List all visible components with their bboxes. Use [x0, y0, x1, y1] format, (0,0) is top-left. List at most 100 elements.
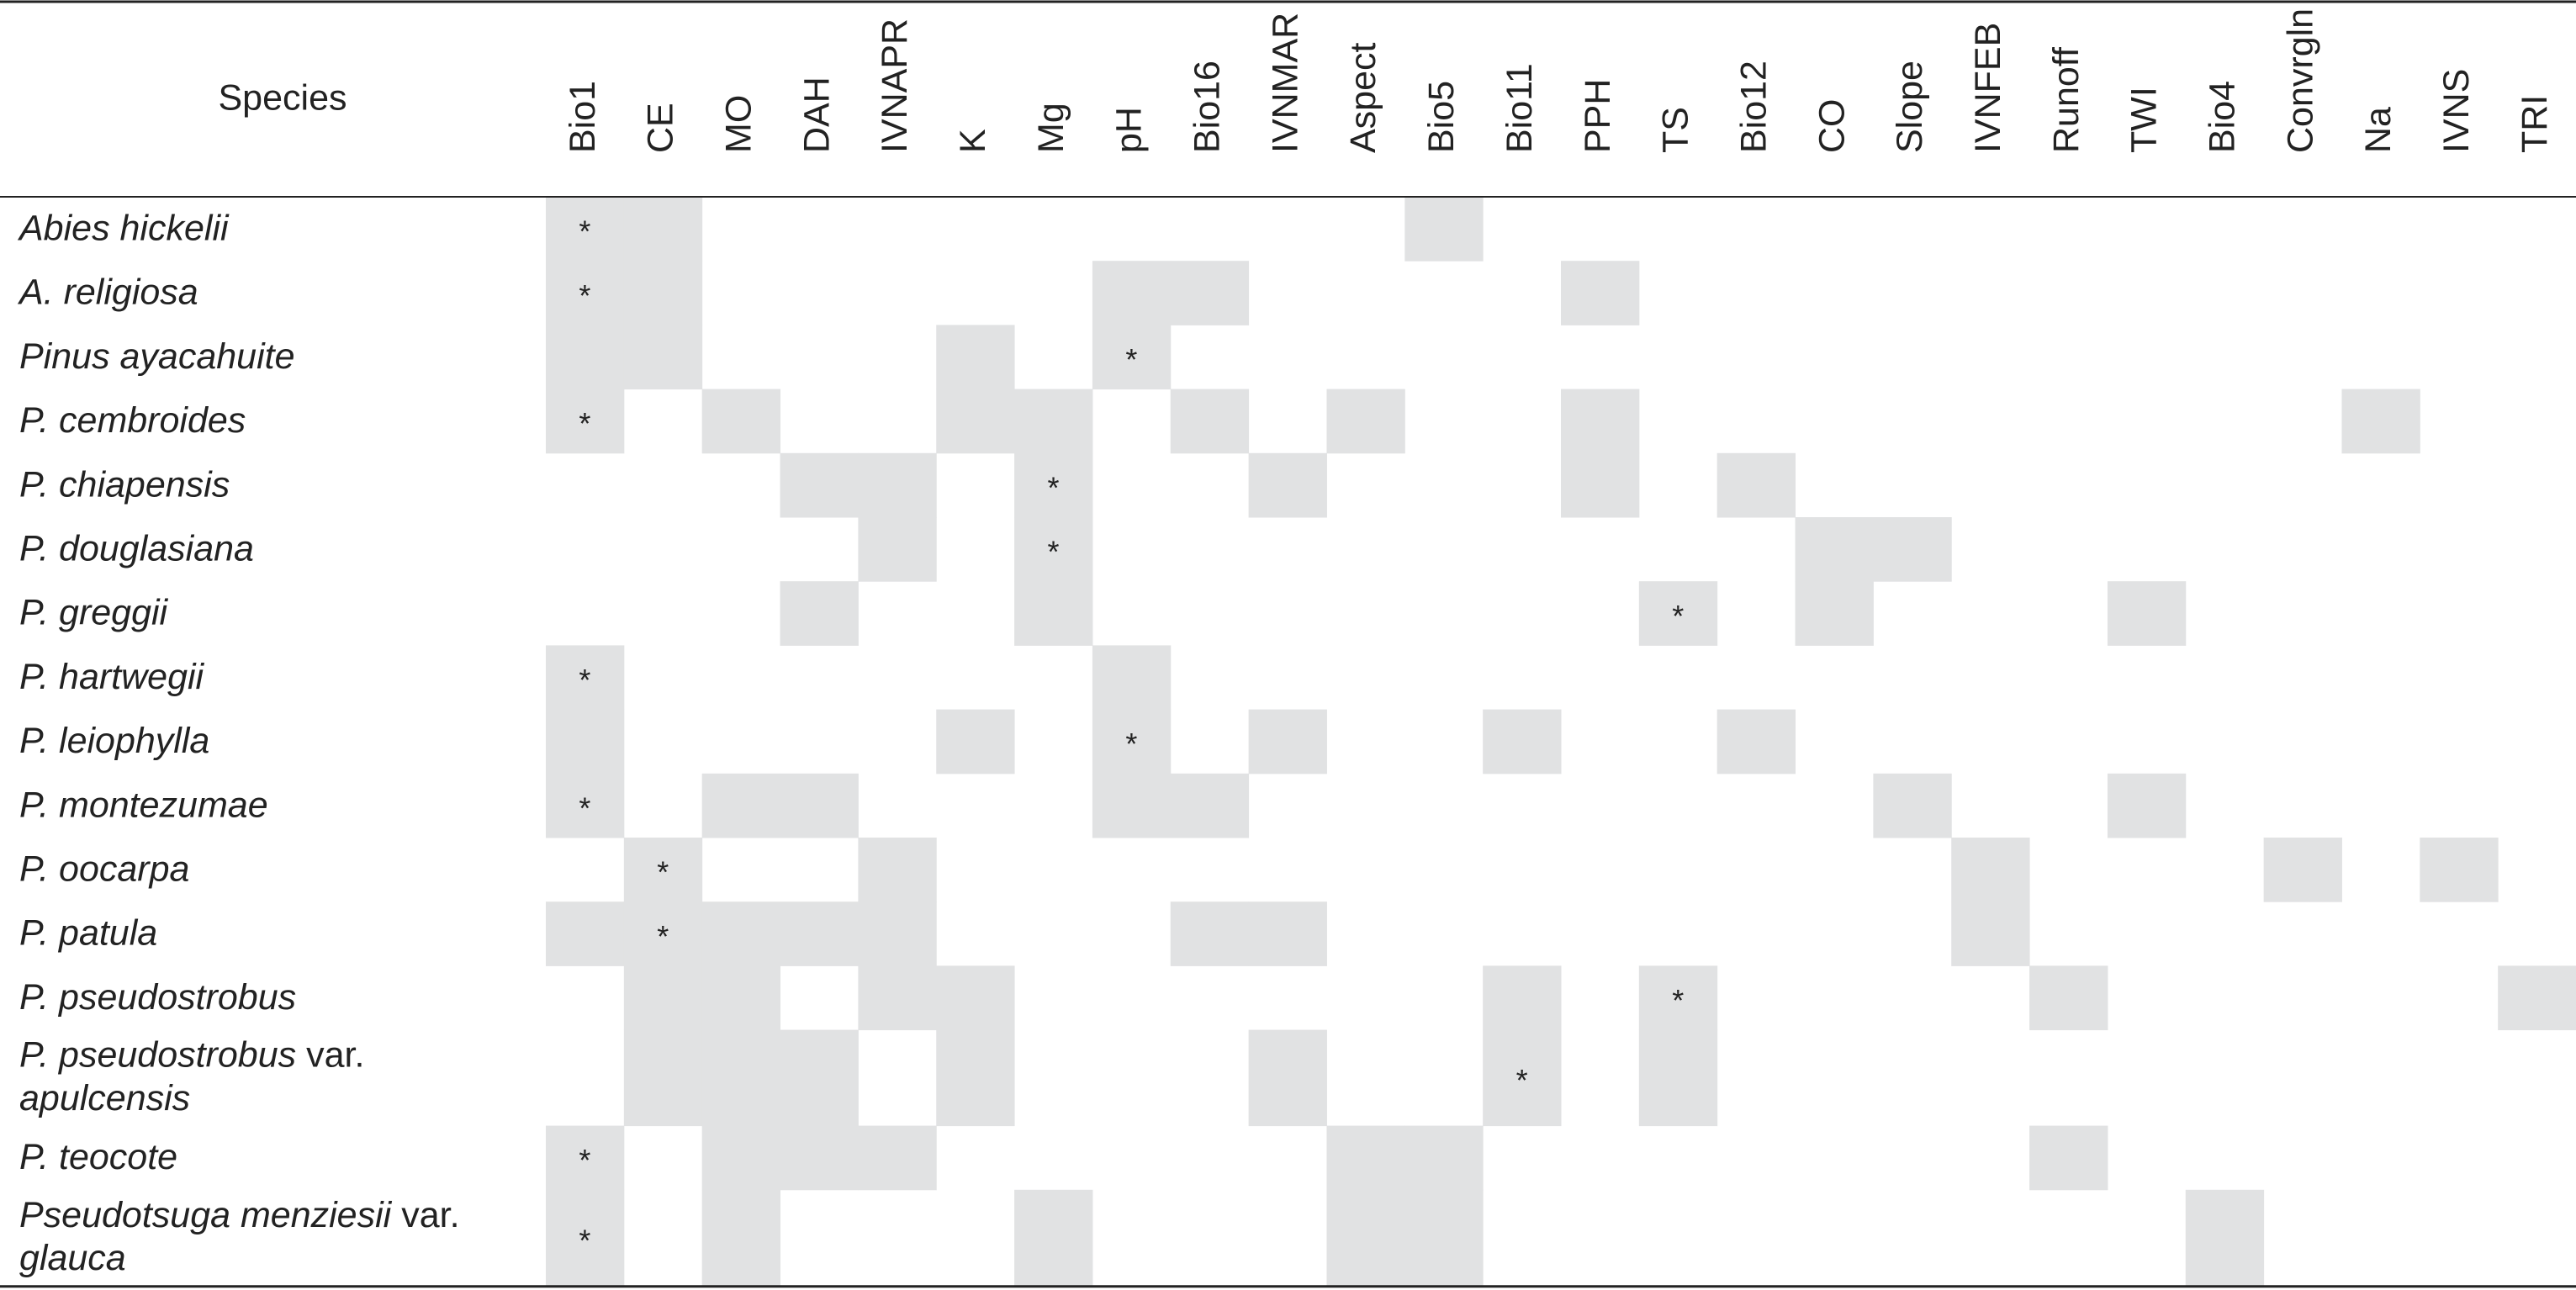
shaded-cell — [701, 773, 781, 838]
variety: glauca — [19, 1238, 126, 1278]
significance-mark: * — [579, 406, 590, 441]
species-name: P. douglasiana — [19, 528, 254, 568]
shaded-cell — [1638, 581, 1718, 646]
species-name: A. religiosa — [17, 272, 198, 313]
shaded-cell — [623, 965, 703, 1031]
shaded-cell — [2185, 1189, 2265, 1287]
species-name: P. pseudostrobus var. — [19, 1035, 364, 1076]
shaded-cell — [701, 901, 781, 966]
shaded-cell — [623, 197, 703, 262]
shaded-cell — [936, 325, 1015, 390]
column-header: DAH — [796, 77, 837, 153]
significance-mark: * — [579, 214, 590, 249]
shaded-cell — [546, 773, 625, 838]
species-name: P. teocote — [19, 1137, 177, 1177]
significance-mark: * — [579, 1143, 590, 1177]
shaded-cell — [1873, 517, 1952, 582]
shaded-cell — [780, 773, 859, 838]
variety: apulcensis — [19, 1078, 190, 1118]
cell-layer — [546, 197, 2576, 1287]
shaded-cell — [701, 965, 781, 1031]
shaded-cell — [1092, 773, 1172, 838]
shaded-cell — [1170, 901, 1250, 966]
species-name: Pinus ayacahuite — [19, 336, 295, 377]
shaded-cell — [1795, 581, 1874, 646]
species-name: P. greggii — [19, 593, 169, 633]
shaded-cell — [1014, 452, 1093, 518]
shaded-cell — [1561, 452, 1640, 518]
column-header: TWI — [2124, 87, 2165, 153]
shaded-cell — [1404, 197, 1484, 262]
significance-mark: * — [657, 855, 669, 890]
shaded-cell — [623, 901, 703, 966]
significance-mark: * — [1125, 342, 1137, 377]
shaded-cell — [1404, 1189, 1484, 1287]
species-name: P. cembroides — [19, 400, 246, 441]
species-name: P. montezumae — [19, 785, 268, 825]
shaded-cell — [780, 581, 859, 646]
column-header: Slope — [1890, 61, 1930, 153]
shaded-cell — [1248, 452, 1327, 518]
shaded-cell — [623, 325, 703, 390]
shaded-cell — [780, 901, 859, 966]
column-header: TS — [1656, 107, 1696, 153]
shaded-cell — [1170, 773, 1250, 838]
shaded-cell — [858, 965, 937, 1031]
shaded-cell — [701, 1125, 781, 1191]
shaded-cell — [936, 709, 1015, 775]
column-header: Bio16 — [1187, 61, 1228, 153]
shaded-cell — [1170, 389, 1250, 454]
shaded-cell — [1716, 709, 1796, 775]
species: P. pseudostrobus — [19, 1035, 296, 1076]
shaded-cell — [1404, 1125, 1484, 1191]
shaded-cell — [623, 1029, 703, 1127]
shaded-cell — [1014, 581, 1093, 646]
column-header: Mg — [1031, 103, 1071, 153]
column-header: Na — [2358, 107, 2399, 153]
species-name: Abies hickelii — [17, 208, 230, 248]
shaded-cell — [2420, 838, 2499, 902]
shaded-cell — [936, 965, 1015, 1031]
significance-mark: * — [579, 790, 590, 825]
shaded-cell — [2341, 389, 2420, 454]
shaded-cell — [546, 1189, 625, 1287]
shaded-cell — [1326, 1125, 1405, 1191]
shaded-cell — [1248, 901, 1327, 966]
shaded-cell — [1170, 261, 1250, 325]
shaded-cell — [1951, 901, 2030, 966]
column-header: IVNMAR — [1265, 13, 1305, 153]
shaded-cell — [546, 325, 625, 390]
significance-mark: * — [1125, 727, 1137, 761]
shaded-cell — [1795, 517, 1874, 582]
shaded-cell — [2107, 773, 2187, 838]
species-name: P. leiophylla — [19, 721, 209, 761]
shaded-cell — [546, 901, 625, 966]
shaded-cell — [701, 389, 781, 454]
shaded-cell — [1873, 773, 1952, 838]
column-header: Bio1 — [563, 81, 603, 153]
species-name: P. pseudostrobus — [19, 977, 296, 1018]
species-name: P. chiapensis — [19, 464, 230, 505]
significance-mark: * — [1047, 470, 1059, 505]
column-header: CE — [641, 103, 681, 153]
significance-mark: * — [1672, 599, 1684, 633]
var-label: var. — [401, 1195, 459, 1235]
shaded-cell — [780, 1125, 859, 1191]
shaded-cell — [546, 197, 625, 262]
shaded-cell — [1716, 452, 1796, 518]
species-name: P. oocarpa — [19, 849, 189, 889]
var-label: var. — [306, 1035, 364, 1076]
shaded-cell — [2107, 581, 2187, 646]
shaded-cell — [858, 452, 937, 518]
significance-mark: * — [1672, 983, 1684, 1018]
shaded-cell — [1483, 1029, 1562, 1127]
shaded-cell — [1326, 389, 1405, 454]
shaded-cell — [2498, 965, 2576, 1031]
shaded-cell — [1092, 709, 1172, 775]
column-header: Convrgln — [2280, 8, 2320, 153]
shaded-cell — [1638, 965, 1718, 1031]
shaded-cell — [1014, 1189, 1093, 1287]
shaded-cell — [1092, 645, 1172, 711]
